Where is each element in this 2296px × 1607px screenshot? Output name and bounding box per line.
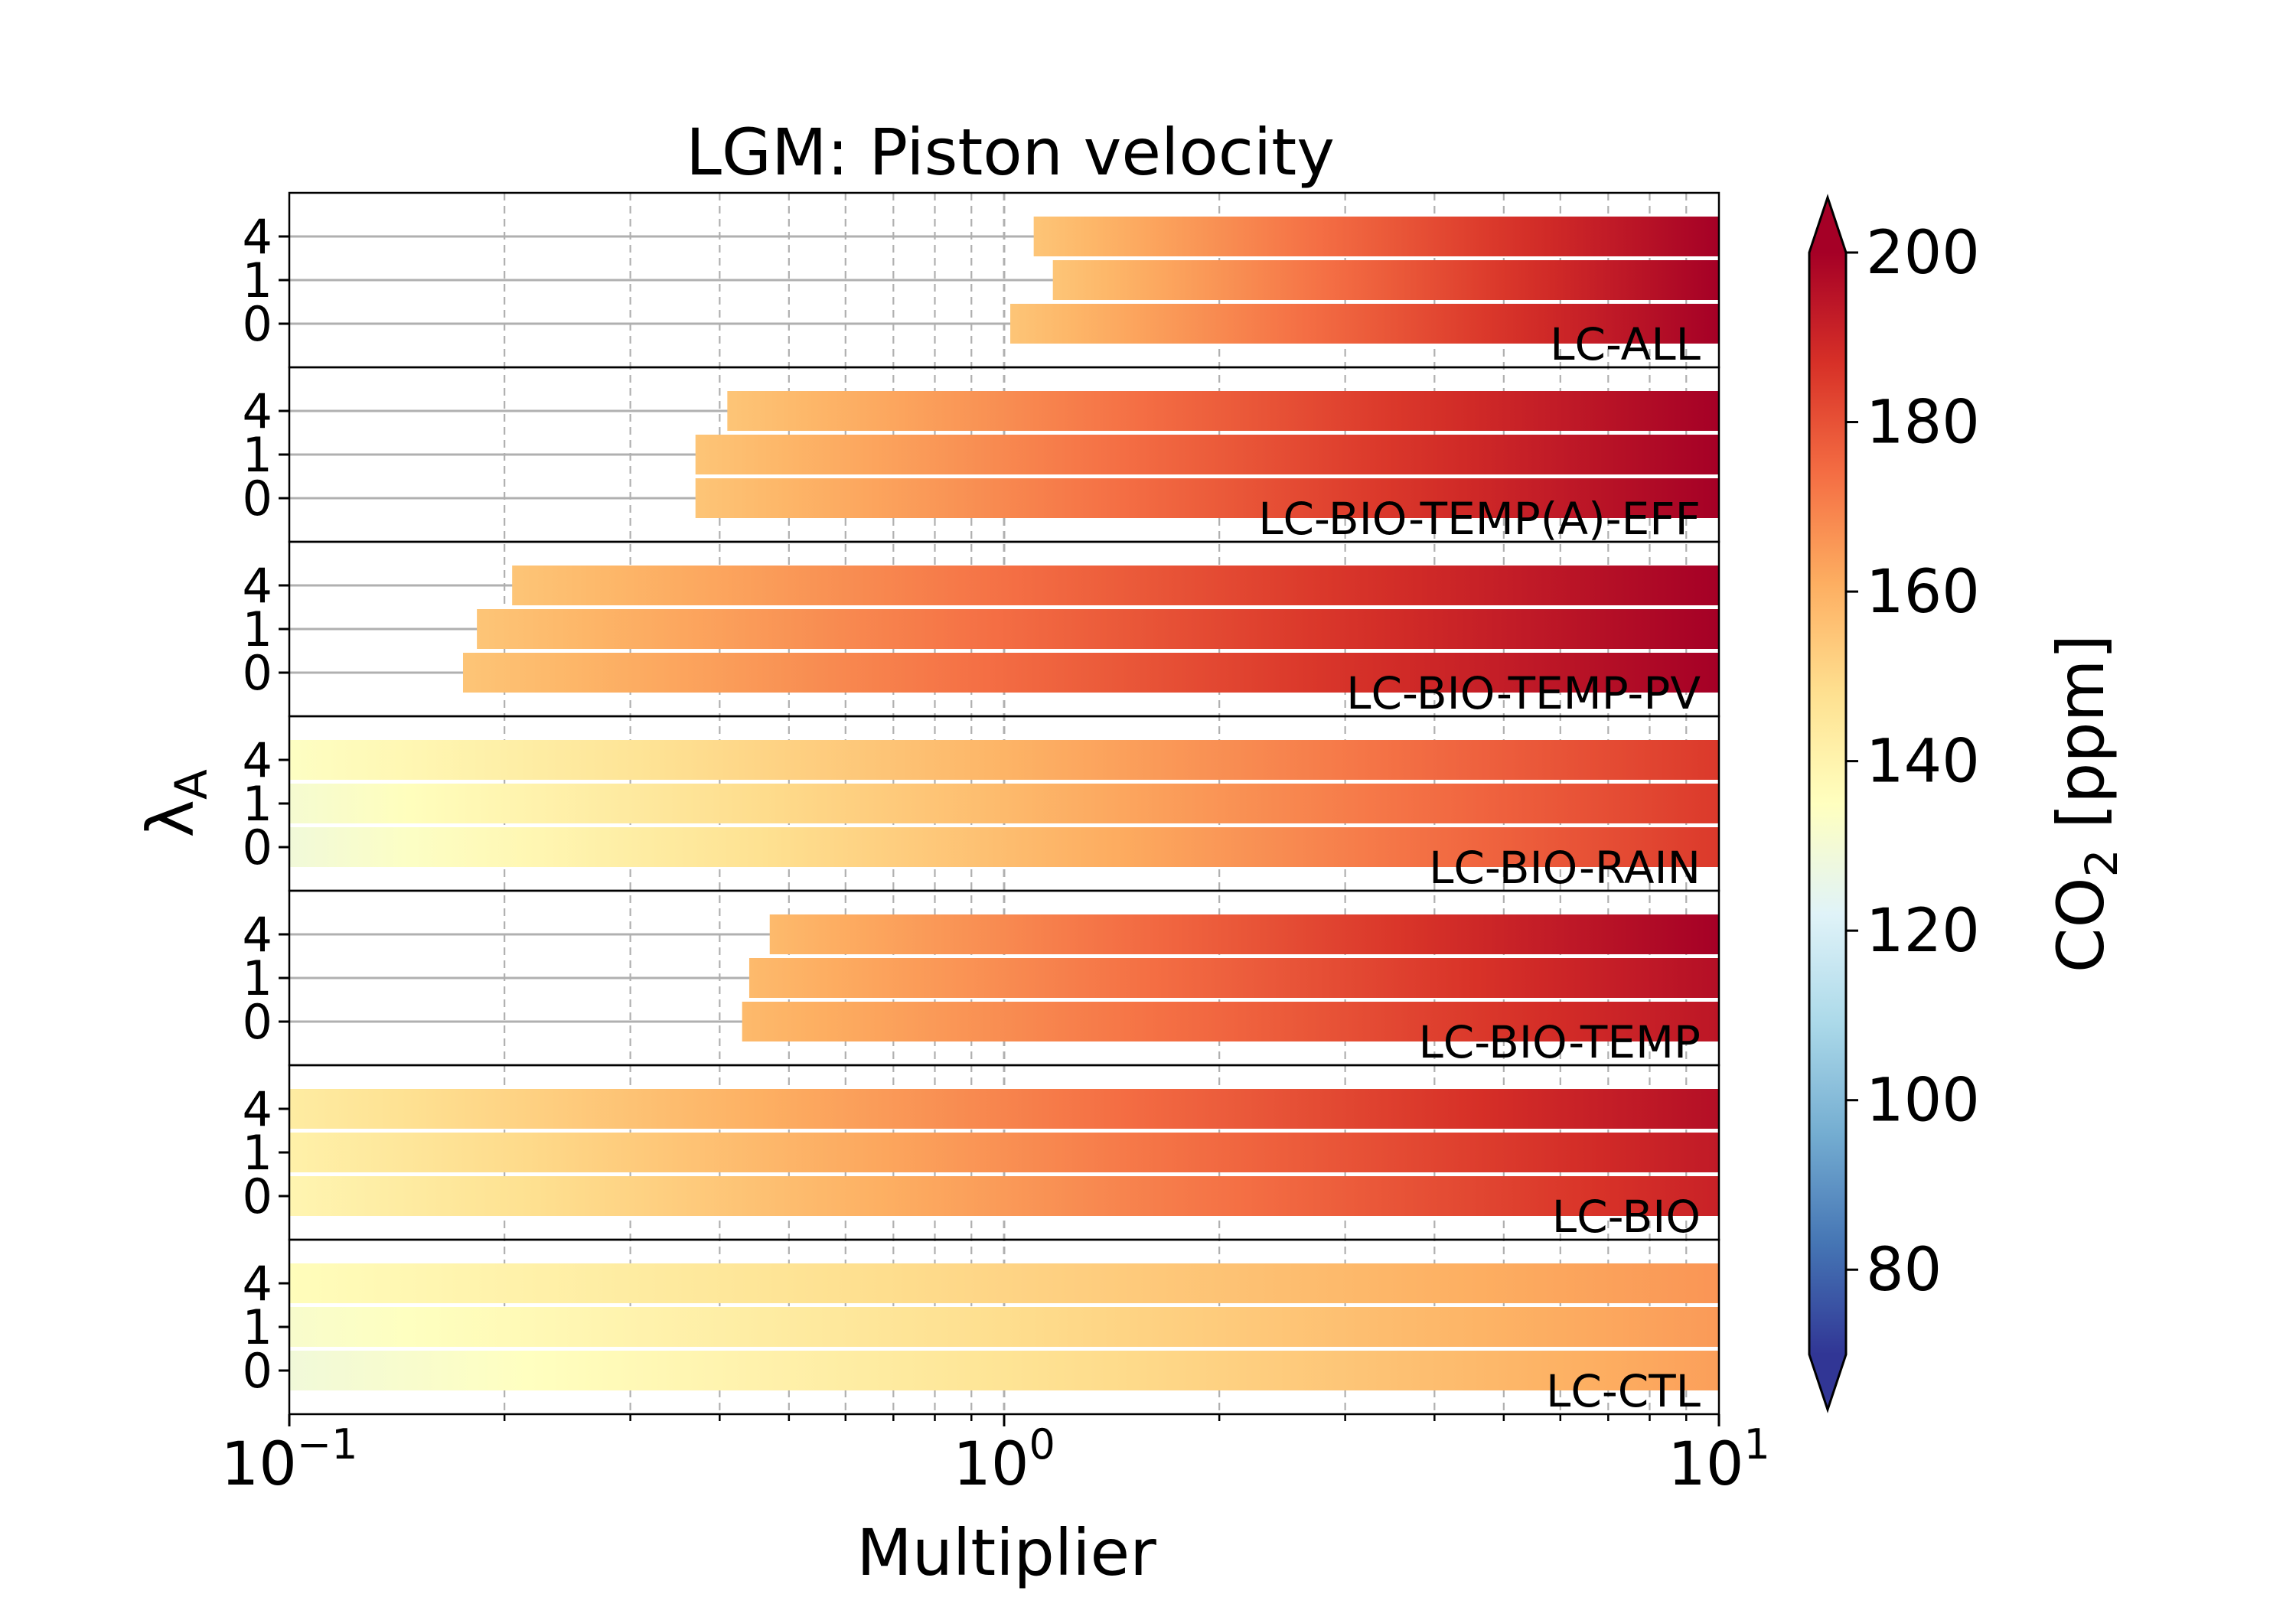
y-tick-label: 0 (243, 471, 272, 526)
y-tick-label: 4 (243, 1081, 272, 1137)
y-tick-label: 1 (243, 427, 272, 483)
y-tick-label: 0 (243, 1169, 272, 1224)
x-tick-label: 10−1 (221, 1420, 358, 1499)
colorbar-tick-label: 180 (1866, 389, 1980, 458)
panel-label: LC-BIO-TEMP (1418, 1016, 1701, 1068)
panel-label: LC-BIO (1552, 1191, 1701, 1243)
bar (289, 1263, 1719, 1303)
bar (289, 1176, 1719, 1216)
y-tick-label: 4 (243, 732, 272, 788)
colorbar-ticks: 80 100 120 140 160 180 200 (1846, 219, 1980, 1305)
y-tick-label: 4 (243, 1256, 272, 1312)
bar (477, 609, 1719, 649)
colorbar-tick-label: 120 (1866, 897, 1980, 966)
panel-label: LC-BIO-TEMP-PV (1346, 667, 1701, 719)
y-tick-label: 1 (243, 1299, 272, 1355)
y-tick-label: 4 (243, 907, 272, 963)
x-axis-label: Multiplier (856, 1515, 1156, 1590)
bar (289, 784, 1719, 823)
x-tick-label: 100 (953, 1420, 1055, 1499)
bar (289, 1307, 1719, 1347)
colorbar-gradient (1809, 253, 1846, 1354)
bar (289, 1133, 1719, 1172)
bar (695, 478, 1719, 518)
y-tick-label: 1 (243, 1125, 272, 1181)
chart-title: LGM: Piston velocity (686, 115, 1335, 190)
y-tick-label: 1 (243, 950, 272, 1006)
y-tick-label: 4 (243, 383, 272, 439)
bar (462, 653, 1719, 693)
colorbar-outline (1808, 194, 1848, 1413)
y-tick-label: 0 (243, 296, 272, 352)
panel-label: LC-CTL (1546, 1365, 1701, 1417)
y-tick-label: 4 (243, 558, 272, 614)
y-tick-label: 0 (243, 645, 272, 701)
x-tick-labels: 10−1 100 101 (221, 1414, 1770, 1499)
colorbar-tick-label: 200 (1866, 219, 1980, 288)
bar (289, 827, 1719, 867)
colorbar-tick-label: 140 (1866, 728, 1980, 797)
panel-label: LC-ALL (1550, 318, 1701, 370)
panel-label: LC-BIO-TEMP(A)-EFF (1258, 493, 1701, 545)
panel-frames: LC-ALL LC-BIO-TEMP(A)-EFF LC-BIO-TEMP-PV LC… (288, 191, 1720, 1417)
colorbar-tick-label: 100 (1866, 1067, 1980, 1136)
colorbar-tick-label: 160 (1866, 558, 1980, 627)
bar (289, 1089, 1719, 1129)
bars (289, 217, 1720, 1390)
y-tick-label: 1 (243, 253, 272, 308)
bar (289, 740, 1719, 780)
x-tick-label: 101 (1668, 1420, 1770, 1499)
y-tick-label: 0 (243, 994, 272, 1050)
bar (748, 958, 1719, 998)
bar (695, 435, 1719, 474)
bar (769, 914, 1719, 954)
bar (727, 391, 1720, 431)
panel-label: LC-BIO-RAIN (1429, 842, 1701, 894)
colorbar: 80 100 120 140 160 180 200 CO2 [ppm] (1808, 194, 2128, 1413)
colorbar-tick-label: 80 (1866, 1236, 1942, 1305)
bar (1052, 260, 1719, 300)
bar (512, 566, 1719, 605)
y-tick-label: 4 (243, 209, 272, 265)
bar (1010, 304, 1719, 344)
y-tick-label: 0 (243, 1343, 272, 1399)
y-tick-label: 1 (243, 776, 272, 832)
y-tick-label: 0 (243, 820, 272, 875)
bar (1033, 217, 1719, 256)
y-axis-label: λA (133, 769, 217, 838)
y-tick-label: 1 (243, 601, 272, 657)
bar (289, 1351, 1719, 1390)
colorbar-extend-bottom (1809, 1354, 1846, 1410)
colorbar-extend-top (1809, 197, 1846, 253)
colorbar-label: CO2 [ppm] (2043, 634, 2128, 973)
bar (742, 1002, 1719, 1041)
